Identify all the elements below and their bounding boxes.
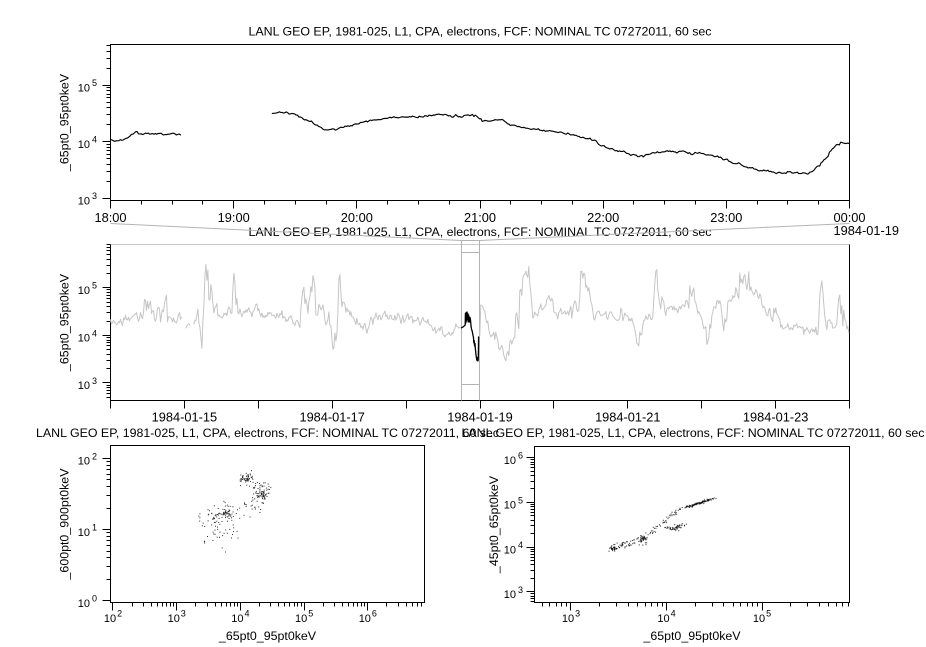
svg-text:10: 10	[78, 83, 90, 95]
svg-text:10: 10	[78, 527, 90, 539]
svg-text:18:00: 18:00	[94, 210, 126, 225]
svg-text:3: 3	[92, 376, 97, 386]
svg-text:3: 3	[92, 191, 97, 201]
svg-text:3: 3	[181, 609, 186, 619]
svg-text:10: 10	[562, 613, 574, 625]
svg-text:10: 10	[504, 455, 516, 467]
svg-text:10: 10	[504, 544, 516, 556]
svg-text:5: 5	[308, 609, 313, 619]
svg-text:1984-01-19: 1984-01-19	[447, 410, 512, 425]
svg-text:1984-01-19: 1984-01-19	[834, 223, 899, 238]
svg-text:10: 10	[78, 139, 90, 151]
svg-text:10: 10	[78, 456, 90, 468]
svg-text:1984-01-21: 1984-01-21	[595, 410, 660, 425]
svg-text:10: 10	[78, 196, 90, 208]
svg-text:2: 2	[92, 451, 97, 461]
svg-text:5: 5	[92, 78, 97, 88]
svg-text:3: 3	[518, 585, 523, 595]
svg-text:10: 10	[78, 285, 90, 297]
svg-text:4: 4	[92, 135, 97, 145]
svg-text:10: 10	[168, 613, 180, 625]
svg-text:10: 10	[753, 613, 765, 625]
svg-text:21:00: 21:00	[464, 210, 496, 225]
svg-text:1984-01-15: 1984-01-15	[152, 410, 217, 425]
svg-text:1: 1	[92, 523, 97, 533]
svg-text:10: 10	[504, 500, 516, 512]
svg-text:4: 4	[518, 540, 523, 550]
svg-text:6: 6	[372, 609, 377, 619]
svg-text:10: 10	[231, 613, 243, 625]
svg-text:LANL GEO EP, 1981-025, L1, CPA: LANL GEO EP, 1981-025, L1, CPA, electron…	[461, 426, 924, 440]
svg-text:19:00: 19:00	[218, 210, 250, 225]
svg-text:_65pt0_95pt0keV: _65pt0_95pt0keV	[58, 273, 72, 372]
svg-text:5: 5	[518, 495, 523, 505]
svg-text:3: 3	[575, 609, 580, 619]
svg-text:LANL GEO EP, 1981-025, L1, CPA: LANL GEO EP, 1981-025, L1, CPA, electron…	[248, 25, 711, 39]
svg-text:LANL GEO EP, 1981-025, L1, CPA: LANL GEO EP, 1981-025, L1, CPA, electron…	[248, 225, 711, 239]
svg-text:10: 10	[657, 613, 669, 625]
svg-text:0: 0	[92, 594, 97, 604]
svg-text:5: 5	[92, 281, 97, 291]
svg-text:6: 6	[518, 451, 523, 461]
svg-text:10: 10	[78, 333, 90, 345]
svg-text:1984-01-17: 1984-01-17	[299, 410, 364, 425]
svg-text:4: 4	[671, 609, 676, 619]
svg-text:_65pt0_95pt0keV: _65pt0_95pt0keV	[58, 73, 72, 172]
svg-text:4: 4	[92, 328, 97, 338]
svg-text:00:00: 00:00	[833, 210, 865, 225]
svg-text:1984-01-23: 1984-01-23	[743, 410, 808, 425]
svg-text:4: 4	[245, 609, 250, 619]
svg-text:10: 10	[295, 613, 307, 625]
svg-text:23:00: 23:00	[710, 210, 742, 225]
svg-text:10: 10	[104, 613, 116, 625]
svg-text:10: 10	[78, 380, 90, 392]
svg-text:5: 5	[766, 609, 771, 619]
svg-text:LANL GEO EP, 1981-025, L1, CPA: LANL GEO EP, 1981-025, L1, CPA, electron…	[36, 426, 499, 440]
svg-text:_45pt0_65pt0keV: _45pt0_65pt0keV	[487, 475, 501, 574]
svg-text:_65pt0_95pt0keV: _65pt0_95pt0keV	[642, 629, 741, 643]
svg-text:10: 10	[78, 598, 90, 610]
svg-text:20:00: 20:00	[341, 210, 373, 225]
svg-text:_65pt0_95pt0keV: _65pt0_95pt0keV	[218, 629, 317, 643]
svg-text:_600pt0_900pt0keV: _600pt0_900pt0keV	[58, 468, 72, 581]
svg-text:2: 2	[117, 609, 122, 619]
svg-text:10: 10	[359, 613, 371, 625]
svg-text:10: 10	[504, 589, 516, 601]
svg-text:22:00: 22:00	[587, 210, 619, 225]
